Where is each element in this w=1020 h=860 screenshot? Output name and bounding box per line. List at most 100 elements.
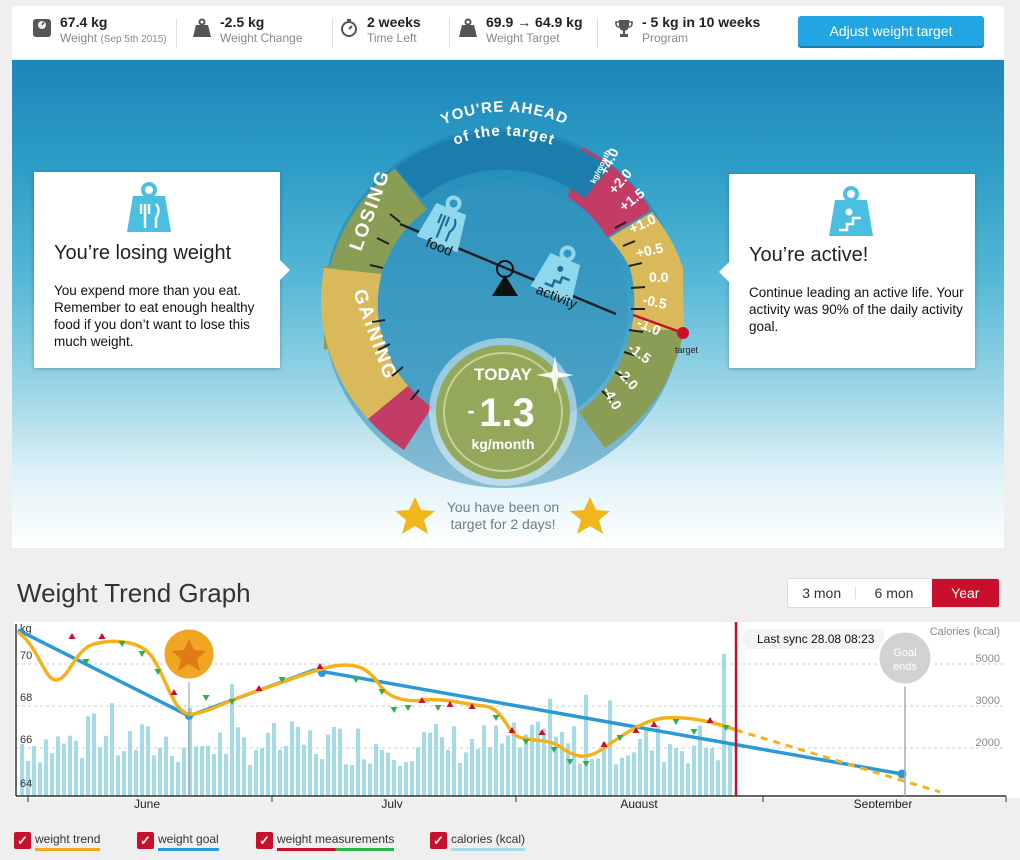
legend-weight-measurements[interactable]: ✓ weight measurements bbox=[256, 832, 395, 852]
range-3-months[interactable]: 3 mon bbox=[802, 585, 842, 601]
calorie-bar bbox=[656, 725, 660, 796]
stat-program: - 5 kg in 10 weeks Program bbox=[614, 14, 760, 52]
measurement-up-marker bbox=[446, 701, 454, 707]
measurement-down-marker bbox=[522, 739, 530, 745]
measurement-down-marker bbox=[118, 641, 126, 647]
range-year[interactable]: Year bbox=[931, 579, 999, 607]
calorie-bar bbox=[164, 736, 168, 796]
calorie-bar bbox=[578, 763, 582, 796]
measurement-down-marker bbox=[202, 695, 210, 701]
pivot-icon bbox=[492, 275, 518, 296]
weight-change-label: Weight Change bbox=[220, 31, 303, 45]
x-axis-ticks bbox=[27, 796, 1007, 802]
month-label: June bbox=[134, 797, 160, 808]
calorie-bar bbox=[530, 724, 534, 796]
calorie-bar bbox=[650, 750, 654, 796]
calorie-bar bbox=[194, 746, 198, 796]
calorie-bar bbox=[698, 725, 702, 796]
legend-calories[interactable]: ✓ calories (kcal) bbox=[430, 832, 526, 852]
checkbox-checked-icon[interactable]: ✓ bbox=[137, 832, 154, 849]
legend-label: weight trend bbox=[35, 832, 101, 846]
calorie-bar bbox=[554, 736, 558, 796]
today-badge-ring bbox=[443, 352, 563, 472]
calorie-bar bbox=[542, 728, 546, 796]
calorie-bar bbox=[170, 755, 174, 796]
calorie-bar bbox=[458, 762, 462, 796]
calorie-bar bbox=[50, 753, 54, 796]
calorie-bar bbox=[116, 755, 120, 796]
calorie-bar bbox=[152, 755, 156, 796]
calorie-bar bbox=[446, 749, 450, 796]
calorie-bar bbox=[716, 760, 720, 796]
measurement-down-marker bbox=[378, 689, 386, 695]
last-sync-tooltip bbox=[741, 629, 884, 649]
calorie-bar bbox=[44, 739, 48, 796]
program-value: - 5 kg in 10 weeks bbox=[642, 14, 761, 30]
calorie-bar bbox=[146, 726, 150, 796]
calorie-bar bbox=[416, 747, 420, 796]
calorie-bar bbox=[224, 753, 228, 796]
activity-weight-icon bbox=[530, 245, 581, 303]
legend-label: weight goal bbox=[158, 832, 219, 846]
calorie-bar bbox=[392, 759, 396, 796]
legend-weight-trend[interactable]: ✓ weight trend bbox=[14, 832, 101, 852]
measurement-up-marker bbox=[468, 703, 476, 709]
calorie-bar bbox=[338, 728, 342, 796]
calorie-bar bbox=[500, 743, 504, 796]
measurement-up-marker bbox=[418, 697, 426, 703]
calorie-bar bbox=[674, 747, 678, 796]
checkbox-checked-icon[interactable]: ✓ bbox=[256, 832, 273, 849]
y-tick-label: 70 bbox=[20, 650, 32, 662]
measurement-down-marker bbox=[672, 719, 680, 725]
calorie-bar bbox=[602, 742, 606, 796]
calorie-bar bbox=[272, 722, 276, 796]
calorie-bar bbox=[38, 762, 42, 796]
goal-ends-label1: Goal bbox=[893, 647, 916, 659]
weight-change-value: -2.5 kg bbox=[220, 14, 265, 30]
calories-tick: 2000 bbox=[976, 737, 1000, 749]
target-line bbox=[632, 313, 684, 335]
calorie-bar bbox=[410, 761, 414, 796]
calorie-bar bbox=[644, 728, 648, 796]
measurement-up-marker bbox=[316, 663, 324, 669]
calorie-bar bbox=[368, 763, 372, 796]
food-weight-icon bbox=[127, 182, 171, 232]
checkbox-checked-icon[interactable]: ✓ bbox=[14, 832, 31, 849]
month-label: August bbox=[620, 797, 658, 808]
active-card: You’re active! Continue leading an activ… bbox=[719, 174, 975, 368]
program-label: Program bbox=[642, 31, 689, 45]
calorie-bar bbox=[512, 722, 516, 796]
calorie-bar bbox=[218, 732, 222, 796]
weight-icon bbox=[459, 18, 477, 37]
measurement-down-marker bbox=[390, 707, 398, 713]
measurement-down-marker bbox=[690, 729, 698, 735]
month-label: July bbox=[381, 797, 402, 808]
calorie-bar bbox=[464, 752, 468, 796]
calorie-bar bbox=[242, 737, 246, 796]
y-tick-label: 64 bbox=[20, 778, 32, 790]
checkbox-checked-icon[interactable]: ✓ bbox=[430, 832, 447, 849]
losing-weight-title: You’re losing weight bbox=[54, 242, 232, 264]
calorie-bar bbox=[728, 741, 732, 796]
balance-panel: YOU'RE AHEAD of the target LOSING GAININ… bbox=[12, 60, 1004, 548]
weight-measurements bbox=[68, 633, 730, 767]
today-badge bbox=[436, 345, 570, 479]
weight-target-value: 69.9 → 64.9 kg bbox=[486, 14, 583, 30]
measurement-down-marker bbox=[582, 761, 590, 767]
adjust-weight-target-button[interactable]: Adjust weight target bbox=[798, 16, 984, 46]
calorie-bar bbox=[356, 728, 360, 796]
calorie-bar bbox=[62, 743, 66, 796]
range-6-months[interactable]: 6 mon bbox=[874, 585, 914, 601]
measurement-down-marker bbox=[566, 759, 574, 765]
activity-weight-icon bbox=[829, 186, 873, 236]
calorie-bar bbox=[56, 736, 60, 796]
calorie-bar bbox=[494, 725, 498, 796]
calorie-bar bbox=[206, 745, 210, 796]
calorie-bar bbox=[320, 759, 324, 796]
calories-axis-label: Calories (kcal) bbox=[930, 626, 1000, 638]
calorie-bar bbox=[80, 758, 84, 796]
calorie-bar bbox=[32, 746, 36, 796]
measurement-down-marker bbox=[404, 705, 412, 711]
calorie-bar bbox=[518, 747, 522, 796]
legend-weight-goal[interactable]: ✓ weight goal bbox=[137, 832, 219, 852]
